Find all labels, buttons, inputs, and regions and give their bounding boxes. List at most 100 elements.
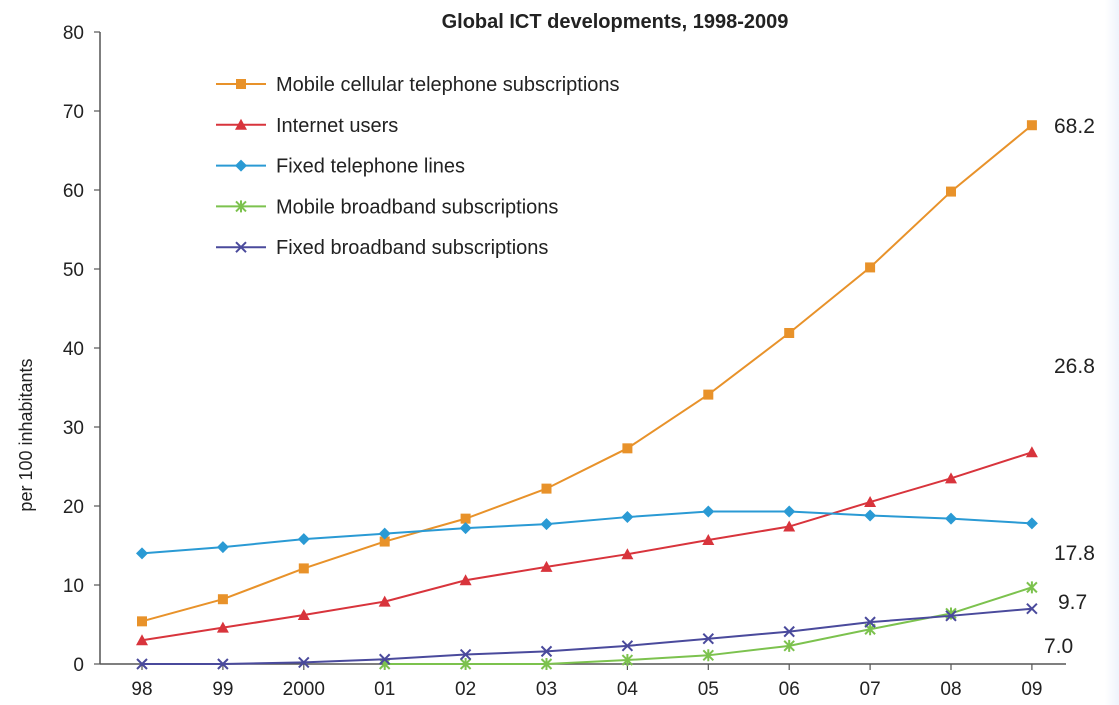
- series-group: [137, 120, 1037, 627]
- data-point: [621, 640, 634, 652]
- data-point: [217, 658, 229, 670]
- legend-marker: [235, 241, 247, 253]
- end-value-label: 9.7: [1058, 591, 1087, 614]
- data-point: [945, 472, 957, 484]
- y-axis-label: per 100 inhabitants: [16, 358, 36, 511]
- data-point: [459, 522, 472, 535]
- x-tick-label: 01: [374, 679, 395, 700]
- legend-marker: [235, 200, 247, 213]
- data-point: [378, 653, 391, 665]
- data-point: [1026, 581, 1038, 594]
- data-point: [702, 649, 715, 662]
- series-group: [136, 602, 1038, 670]
- legend-marker: [235, 159, 247, 172]
- data-point: [622, 443, 633, 454]
- data-point: [541, 483, 552, 494]
- legend: Mobile cellular telephone subscriptions I…: [216, 74, 620, 259]
- data-point: [297, 533, 310, 546]
- chart-title: Global ICT developments, 1998-2009: [442, 11, 789, 33]
- data-point: [216, 621, 229, 633]
- data-point: [1026, 120, 1037, 131]
- legend-item: Fixed telephone lines: [216, 156, 465, 178]
- data-point: [945, 610, 957, 622]
- axis-ticks: 0 10 20 30 40 50 60 70 80 98 99 2000 01 02 03 04 05 06 07 0…: [63, 23, 1043, 700]
- data-point: [865, 262, 876, 273]
- y-tick-label: 40: [63, 339, 84, 360]
- edge-fade: [1105, 0, 1119, 705]
- y-tick-label: 80: [63, 23, 84, 44]
- series-layer: [136, 120, 1038, 670]
- data-point: [459, 658, 472, 670]
- data-point: [946, 186, 956, 197]
- legend-item: Mobile cellular telephone subscriptions: [216, 74, 620, 96]
- end-value-label: 68.2: [1054, 115, 1095, 138]
- data-point: [702, 633, 715, 645]
- data-point: [945, 512, 957, 525]
- legend-label: Fixed broadband subscriptions: [276, 237, 548, 259]
- y-tick-label: 20: [63, 497, 84, 518]
- series-group: [136, 505, 1038, 560]
- legend-label: Internet users: [276, 115, 398, 137]
- data-point: [540, 645, 553, 658]
- data-point: [217, 594, 228, 605]
- data-point: [784, 327, 795, 338]
- data-point: [459, 574, 472, 586]
- data-point: [379, 536, 390, 547]
- data-point: [783, 639, 795, 652]
- data-point: [621, 654, 634, 667]
- data-point: [621, 548, 634, 560]
- data-point: [864, 496, 877, 508]
- data-point: [783, 625, 795, 638]
- data-point: [298, 656, 310, 669]
- x-tick-label: 04: [617, 679, 639, 700]
- legend-label: Mobile broadband subscriptions: [276, 196, 558, 218]
- x-tick-label: 98: [131, 679, 152, 700]
- y-tick-label: 70: [63, 102, 84, 123]
- x-tick-label: 99: [212, 679, 233, 700]
- y-tick-label: 50: [63, 260, 84, 281]
- data-point: [540, 518, 553, 531]
- data-point: [864, 509, 877, 522]
- data-point: [216, 541, 229, 554]
- data-point: [783, 520, 796, 532]
- end-value-label: 17.8: [1054, 542, 1095, 565]
- series-group: [136, 446, 1038, 646]
- x-tick-label: 02: [455, 679, 476, 700]
- legend-item: Internet users: [216, 115, 398, 137]
- data-point: [783, 505, 796, 518]
- data-point: [864, 616, 876, 628]
- data-point: [1025, 517, 1038, 530]
- data-point: [702, 533, 715, 545]
- data-point: [297, 609, 310, 621]
- data-point: [540, 560, 553, 572]
- data-point: [137, 616, 147, 627]
- x-tick-label: 05: [698, 679, 719, 700]
- data-point: [540, 658, 553, 670]
- legend-marker: [236, 79, 246, 89]
- data-point: [703, 389, 714, 400]
- data-point: [460, 513, 471, 524]
- legend-label: Mobile cellular telephone subscriptions: [276, 74, 620, 96]
- data-point: [298, 563, 309, 574]
- data-point: [1025, 446, 1038, 458]
- series-group: [378, 581, 1038, 670]
- y-tick-label: 10: [63, 576, 84, 597]
- legend-item: Fixed broadband subscriptions: [216, 237, 548, 259]
- legend-marker: [235, 118, 247, 130]
- data-point: [621, 511, 634, 524]
- x-tick-label: 03: [536, 679, 557, 700]
- x-tick-label: 09: [1021, 679, 1042, 700]
- data-point: [378, 595, 391, 607]
- y-tick-label: 60: [63, 181, 84, 202]
- legend-label: Fixed telephone lines: [276, 156, 465, 178]
- x-tick-label: 07: [860, 679, 881, 700]
- y-tick-label: 0: [73, 655, 84, 676]
- data-point: [136, 658, 148, 670]
- x-tick-label: 2000: [283, 679, 325, 700]
- end-value-label: 26.8: [1054, 355, 1095, 378]
- data-point: [378, 527, 391, 540]
- data-point: [1026, 602, 1038, 615]
- data-point: [136, 634, 148, 646]
- data-point: [702, 505, 715, 518]
